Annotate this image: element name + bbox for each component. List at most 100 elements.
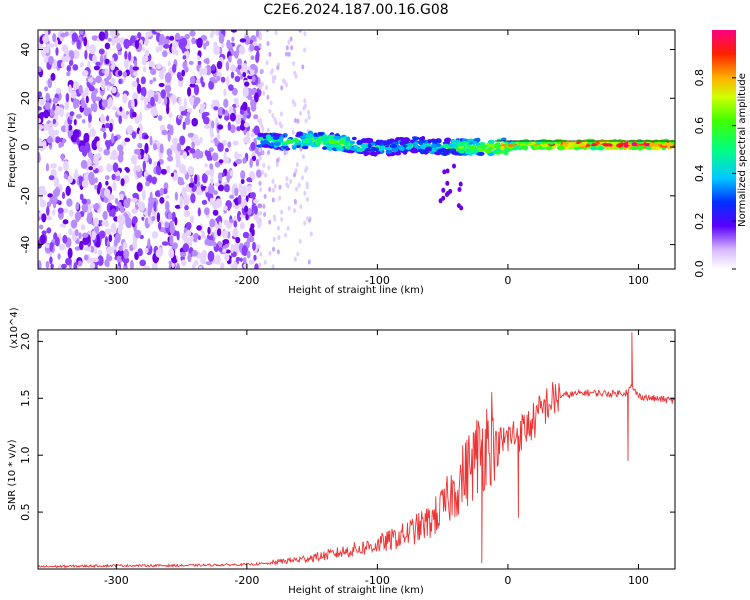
- noise-speckle: [38, 43, 43, 49]
- noise-speckle: [293, 256, 297, 262]
- noise-speckle: [63, 173, 68, 180]
- noise-speckle: [229, 194, 235, 199]
- noise-speckle: [123, 265, 128, 269]
- signal-cell: [602, 142, 611, 147]
- signal-cell: [303, 145, 309, 150]
- noise-speckle: [61, 208, 69, 213]
- signal-cell: [503, 151, 509, 155]
- noise-speckle: [233, 187, 239, 197]
- x-tick-label: 100: [628, 574, 649, 587]
- noise-speckle: [268, 51, 272, 57]
- noise-speckle: [258, 180, 262, 186]
- signal-cell: [448, 143, 454, 148]
- noise-speckle: [54, 105, 62, 116]
- noise-speckle: [119, 106, 123, 112]
- noise-speckle: [80, 159, 88, 169]
- noise-speckle: [125, 111, 130, 115]
- noise-speckle: [160, 124, 166, 130]
- noise-speckle: [38, 112, 46, 118]
- signal-cell: [623, 143, 630, 148]
- noise-speckle: [303, 98, 307, 104]
- spectrogram-x-axis: -300 -200 -100 0 100: [104, 30, 649, 287]
- noise-speckle: [55, 136, 61, 144]
- noise-speckle: [68, 59, 74, 66]
- noise-speckle: [257, 220, 262, 229]
- noise-speckle: [79, 240, 84, 251]
- noise-speckle: [272, 236, 276, 242]
- noise-speckle: [197, 60, 202, 65]
- noise-speckle: [307, 114, 311, 120]
- noise-speckle: [61, 153, 65, 162]
- noise-speckle: [101, 220, 106, 226]
- noise-speckle: [114, 197, 119, 205]
- colorbar-ticks: 0.0 0.2 0.4 0.6 0.8: [693, 69, 736, 278]
- noise-speckle: [206, 150, 212, 161]
- noise-speckle: [117, 144, 124, 152]
- noise-speckle: [133, 60, 138, 67]
- noise-speckle: [143, 134, 149, 140]
- noise-speckle: [193, 84, 200, 96]
- noise-speckle: [266, 127, 270, 133]
- noise-speckle: [150, 96, 155, 107]
- signal-cell: [426, 139, 432, 144]
- noise-speckle: [260, 68, 264, 74]
- noise-speckle: [92, 54, 97, 64]
- noise-speckle: [211, 99, 219, 105]
- y-tick-label: 1.0: [19, 446, 32, 464]
- noise-speckle: [198, 265, 203, 269]
- noise-speckle: [241, 186, 247, 197]
- noise-speckle: [303, 47, 307, 53]
- noise-speckle: [72, 82, 78, 90]
- signal-cell: [265, 134, 272, 139]
- noise-speckle: [258, 43, 262, 49]
- signal-cell: [596, 145, 605, 151]
- noise-speckle: [180, 110, 187, 116]
- noise-speckle: [285, 149, 289, 155]
- noise-speckle: [194, 139, 201, 146]
- signal-cell: [279, 136, 284, 142]
- noise-speckle: [68, 228, 73, 236]
- noise-speckle: [284, 232, 288, 238]
- noise-speckle: [287, 51, 291, 57]
- noise-speckle: [146, 104, 153, 109]
- y-tick-label: -20: [19, 187, 32, 205]
- noise-speckle: [266, 94, 270, 100]
- noise-speckle: [135, 204, 139, 210]
- signal-cell: [313, 132, 318, 137]
- noise-speckle: [140, 76, 146, 85]
- noise-speckle: [208, 80, 215, 90]
- noise-speckle: [204, 207, 210, 216]
- noise-speckle: [172, 242, 178, 250]
- noise-speckle: [161, 241, 169, 246]
- noise-speckle: [156, 212, 161, 223]
- noise-speckle: [267, 165, 271, 171]
- noise-speckle: [278, 195, 282, 201]
- noise-speckle: [167, 131, 171, 142]
- noise-speckle: [191, 37, 196, 45]
- noise-speckle: [276, 65, 280, 71]
- noise-speckle: [52, 118, 56, 125]
- noise-speckle: [134, 40, 140, 49]
- noise-speckle: [62, 219, 69, 225]
- noise-speckle: [88, 44, 96, 55]
- noise-speckle: [73, 119, 77, 126]
- noise-speckle: [258, 147, 262, 153]
- noise-speckle: [239, 38, 247, 43]
- noise-speckle: [295, 162, 299, 168]
- noise-speckle: [132, 216, 138, 225]
- noise-speckle: [220, 76, 226, 83]
- noise-speckle: [57, 166, 63, 172]
- noise-speckle: [97, 249, 103, 256]
- noise-speckle: [163, 38, 170, 45]
- noise-speckle: [155, 46, 160, 53]
- noise-speckle: [293, 102, 297, 107]
- noise-speckle: [141, 46, 146, 52]
- signal-cell: [532, 144, 541, 150]
- noise-speckle: [251, 155, 257, 162]
- noise-speckle: [196, 37, 203, 48]
- noise-speckle: [109, 155, 114, 160]
- noise-speckle: [178, 96, 182, 106]
- noise-speckle: [123, 38, 130, 49]
- noise-speckle: [170, 124, 174, 136]
- noise-speckle: [180, 251, 187, 257]
